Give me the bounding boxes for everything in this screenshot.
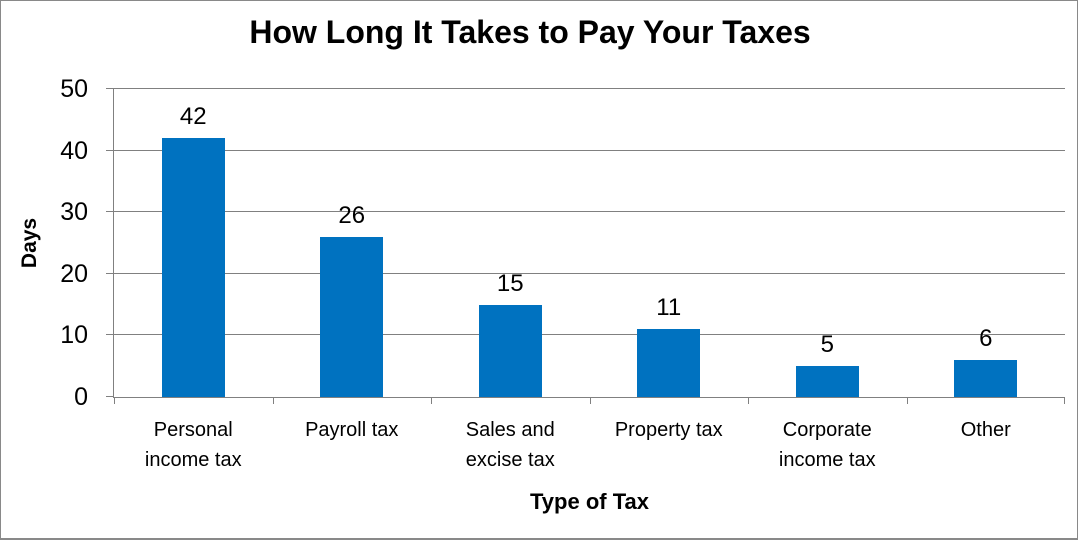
y-tick-label: 40 bbox=[60, 136, 88, 165]
bar-sales-and-excise-tax bbox=[478, 304, 542, 397]
bar-value-label: 11 bbox=[656, 294, 682, 322]
gridline bbox=[114, 334, 1065, 336]
plot-area: Type of Tax 0 10 20 30 40 50 42 Personal income… bbox=[60, 75, 1065, 514]
bar-value-label: 15 bbox=[496, 269, 524, 297]
bar-other bbox=[954, 360, 1018, 397]
gridline bbox=[114, 149, 1065, 151]
y-tick-mark bbox=[106, 396, 114, 397]
x-tick-mark bbox=[431, 397, 432, 404]
category-label: Personal income tax bbox=[144, 419, 242, 471]
bar-payroll-tax bbox=[320, 236, 384, 397]
category-label: Corporate income tax bbox=[778, 419, 876, 471]
gridline bbox=[114, 272, 1065, 274]
gridline bbox=[114, 88, 1065, 89]
bar-personal-income-tax bbox=[161, 138, 225, 397]
y-tick-mark bbox=[106, 88, 114, 89]
chart-title: How Long It Takes to Pay Your Taxes bbox=[249, 14, 811, 50]
category-label: Payroll tax bbox=[305, 419, 399, 441]
bar-corporate-income-tax bbox=[795, 366, 859, 397]
y-tick-label: 30 bbox=[60, 198, 88, 227]
y-tick-mark bbox=[106, 272, 114, 274]
x-tick-mark bbox=[273, 397, 274, 404]
x-tick-mark bbox=[748, 397, 749, 404]
y-tick-label: 10 bbox=[60, 321, 88, 350]
category-label: Property tax bbox=[614, 419, 723, 441]
bar-value-label: 42 bbox=[179, 103, 207, 131]
y-tick-mark bbox=[106, 334, 114, 336]
x-tick-mark bbox=[590, 397, 591, 404]
x-axis-title: Type of Tax bbox=[530, 489, 649, 514]
category-label: Other bbox=[960, 419, 1011, 441]
y-tick-label: 0 bbox=[74, 383, 88, 411]
x-tick-mark bbox=[114, 397, 115, 404]
gridline bbox=[114, 211, 1065, 213]
y-tick-label: 20 bbox=[60, 259, 88, 288]
bar-value-label: 5 bbox=[820, 331, 834, 359]
y-tick-mark bbox=[106, 149, 114, 151]
y-tick-mark bbox=[106, 211, 114, 213]
bar-value-label: 26 bbox=[338, 201, 366, 229]
y-tick-label: 50 bbox=[60, 75, 88, 103]
bar-value-label: 6 bbox=[979, 325, 993, 353]
x-tick-mark bbox=[1064, 397, 1065, 404]
bar-property-tax bbox=[637, 329, 701, 397]
category-label: Sales and excise tax bbox=[465, 419, 555, 471]
x-tick-mark bbox=[907, 397, 908, 404]
